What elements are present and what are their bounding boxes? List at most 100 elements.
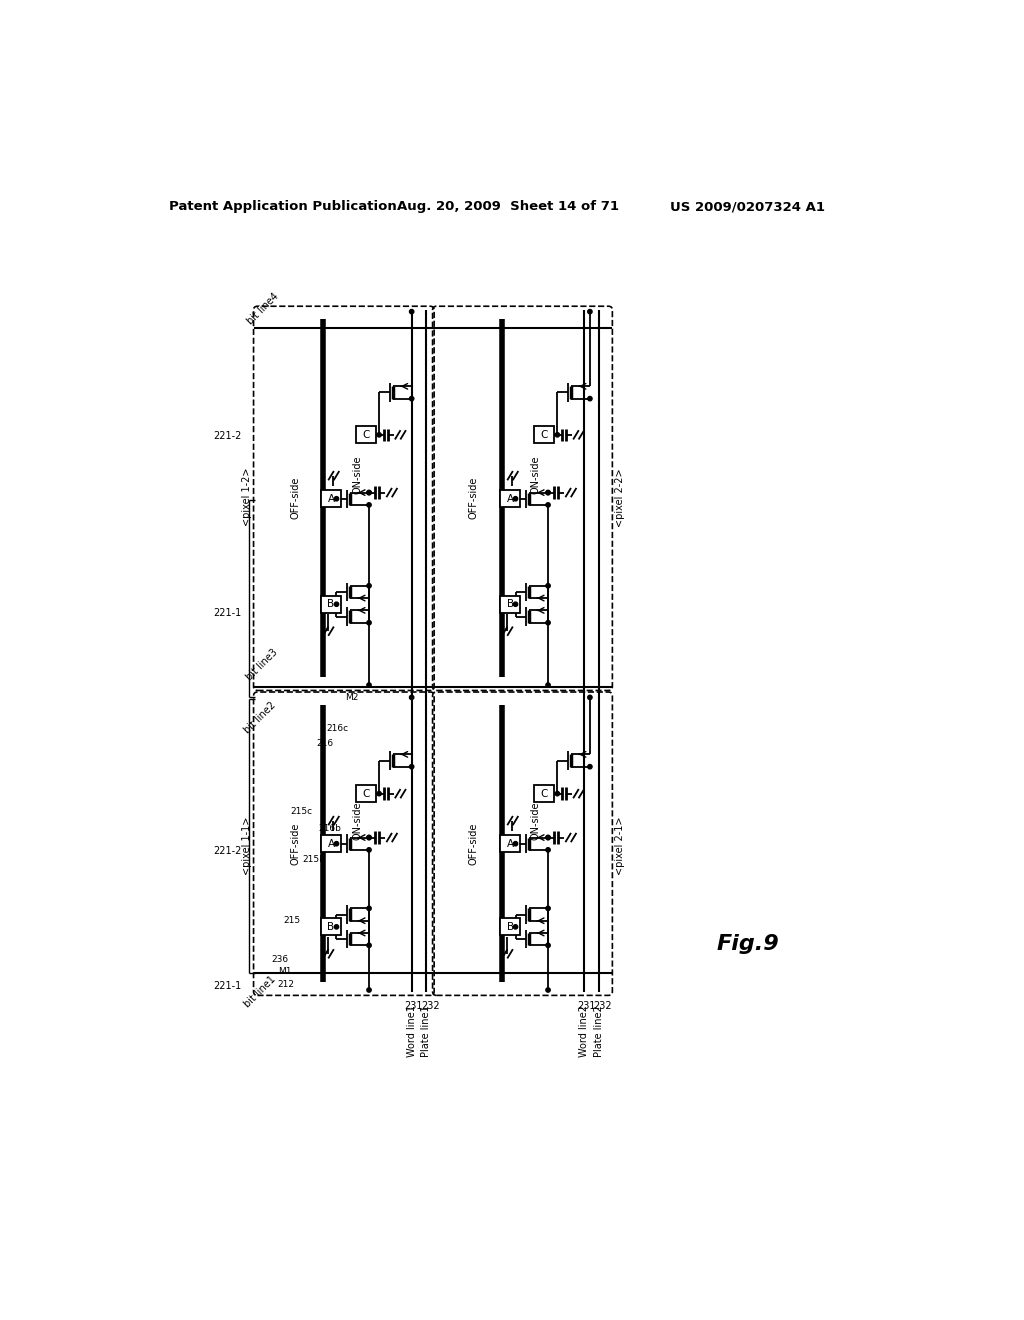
Text: <pixel 1-1>: <pixel 1-1>	[243, 817, 252, 875]
Bar	[321, 919, 341, 936]
Circle shape	[377, 792, 381, 796]
Text: bit line3: bit line3	[245, 647, 280, 682]
Circle shape	[334, 496, 339, 500]
Circle shape	[513, 496, 518, 500]
Text: 212: 212	[278, 981, 295, 989]
Text: Plate line2: Plate line2	[594, 1006, 604, 1057]
Text: C: C	[541, 788, 548, 799]
Text: M1: M1	[279, 968, 292, 975]
Text: ON-side: ON-side	[530, 801, 541, 840]
Text: A: A	[507, 494, 514, 504]
Circle shape	[410, 396, 414, 401]
Bar	[356, 785, 376, 803]
Text: ON-side: ON-side	[352, 455, 362, 494]
Text: C: C	[362, 430, 370, 440]
Circle shape	[367, 907, 371, 911]
Circle shape	[367, 944, 371, 948]
Text: ON-side: ON-side	[530, 455, 541, 494]
Circle shape	[513, 842, 518, 846]
Text: bit line2: bit line2	[243, 700, 279, 735]
Text: 232: 232	[593, 1001, 611, 1011]
Text: 221-1: 221-1	[214, 607, 242, 618]
Circle shape	[513, 602, 518, 606]
Circle shape	[367, 836, 371, 840]
Text: A: A	[328, 494, 335, 504]
Text: 215b: 215b	[302, 854, 326, 863]
Text: B: B	[507, 599, 514, 610]
Text: B: B	[507, 921, 514, 932]
Circle shape	[546, 491, 550, 495]
Circle shape	[367, 491, 371, 495]
Text: 215c: 215c	[291, 807, 313, 816]
Circle shape	[367, 503, 371, 507]
Circle shape	[377, 433, 381, 437]
Bar	[535, 785, 554, 803]
Circle shape	[367, 583, 371, 587]
Circle shape	[367, 620, 371, 624]
Circle shape	[513, 925, 518, 929]
Text: OFF-side: OFF-side	[291, 822, 300, 865]
Text: M2: M2	[345, 693, 358, 702]
Bar	[535, 426, 554, 444]
Circle shape	[588, 396, 592, 401]
Circle shape	[546, 836, 550, 840]
Bar	[500, 490, 520, 507]
Circle shape	[334, 925, 339, 929]
Circle shape	[334, 602, 339, 606]
Circle shape	[546, 620, 550, 624]
Bar	[321, 836, 341, 853]
Bar	[321, 490, 341, 507]
Circle shape	[410, 309, 414, 314]
Text: Patent Application Publication: Patent Application Publication	[169, 201, 397, 214]
Circle shape	[367, 491, 371, 495]
Bar	[356, 426, 376, 444]
Circle shape	[410, 764, 414, 768]
Text: B: B	[328, 599, 335, 610]
Text: 232: 232	[421, 1001, 439, 1011]
Text: 215: 215	[283, 916, 300, 925]
Circle shape	[367, 836, 371, 840]
Circle shape	[555, 433, 559, 437]
Text: ON-side: ON-side	[352, 801, 362, 840]
Circle shape	[410, 696, 414, 700]
Text: Aug. 20, 2009  Sheet 14 of 71: Aug. 20, 2009 Sheet 14 of 71	[396, 201, 618, 214]
Text: 216c: 216c	[327, 723, 348, 733]
Circle shape	[588, 764, 592, 768]
Bar	[321, 595, 341, 612]
Text: C: C	[541, 430, 548, 440]
Circle shape	[367, 987, 371, 993]
Circle shape	[367, 682, 371, 688]
Text: A: A	[328, 838, 335, 849]
Text: <pixel 2-1>: <pixel 2-1>	[615, 817, 625, 875]
Circle shape	[546, 583, 550, 587]
Text: 221-2: 221-2	[214, 430, 242, 441]
Circle shape	[588, 309, 592, 314]
Text: bit line1: bit line1	[243, 974, 278, 1010]
Circle shape	[546, 491, 550, 495]
Text: B: B	[328, 921, 335, 932]
Circle shape	[546, 907, 550, 911]
Circle shape	[546, 503, 550, 507]
Circle shape	[555, 792, 559, 796]
Text: 221-2: 221-2	[214, 846, 242, 857]
Text: bit line4: bit line4	[246, 290, 281, 326]
Text: OFF-side: OFF-side	[469, 477, 478, 519]
Text: <pixel 1-2>: <pixel 1-2>	[243, 469, 252, 527]
Circle shape	[546, 682, 550, 688]
Text: Word line1: Word line1	[407, 1006, 417, 1057]
Text: OFF-side: OFF-side	[291, 477, 300, 519]
Text: 231: 231	[403, 1001, 423, 1011]
Bar	[500, 919, 520, 936]
Bar	[500, 836, 520, 853]
Text: 231: 231	[577, 1001, 595, 1011]
Circle shape	[546, 944, 550, 948]
Circle shape	[588, 696, 592, 700]
Text: <pixel 2-2>: <pixel 2-2>	[615, 467, 625, 527]
Circle shape	[334, 842, 339, 846]
Circle shape	[546, 847, 550, 851]
Text: 236: 236	[271, 954, 289, 964]
Text: US 2009/0207324 A1: US 2009/0207324 A1	[671, 201, 825, 214]
Circle shape	[367, 847, 371, 851]
Text: 216b: 216b	[317, 824, 341, 833]
Bar	[500, 595, 520, 612]
